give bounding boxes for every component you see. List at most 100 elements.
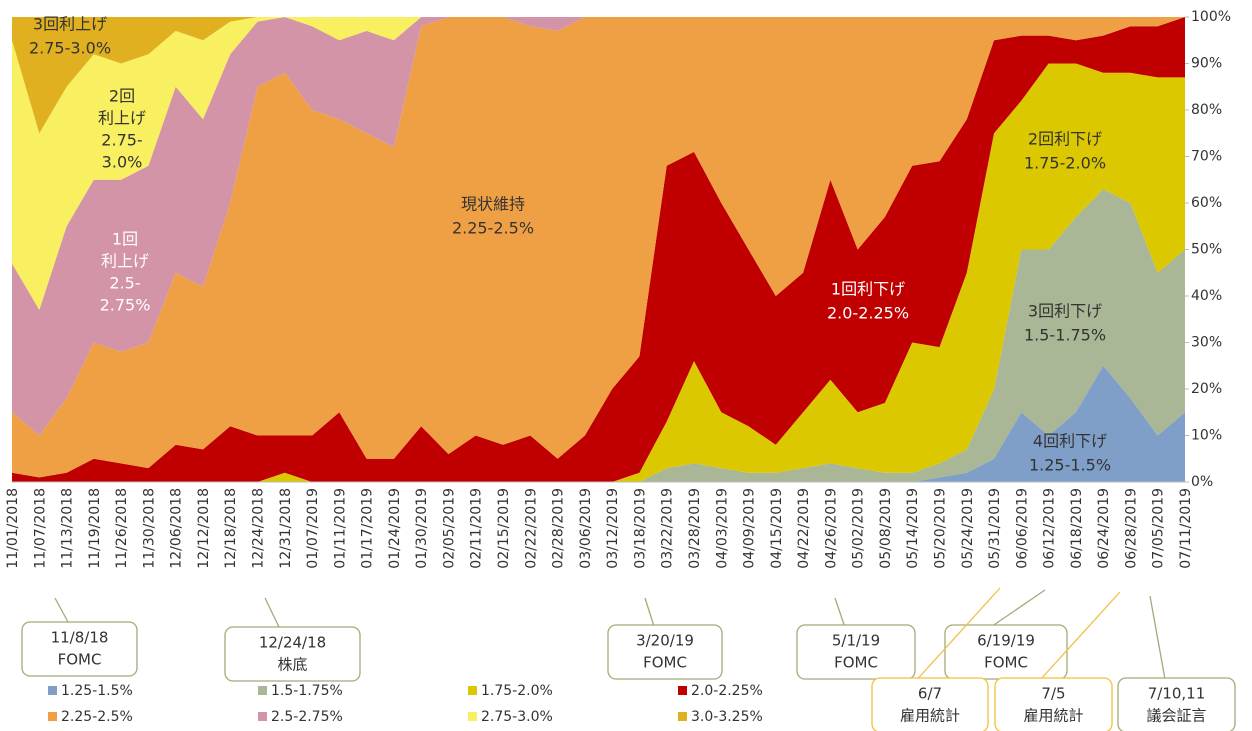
x-tick-label: 07/11/2019 xyxy=(1178,488,1194,569)
x-tick-label: 12/24/2018 xyxy=(251,488,267,569)
area xyxy=(12,17,1185,478)
y-tick-label: 80% xyxy=(1191,102,1222,118)
callout-text: 雇用統計 xyxy=(900,707,960,725)
x-tick-label: 07/05/2019 xyxy=(1151,488,1167,569)
y-tick-label: 100% xyxy=(1191,9,1231,25)
annotation: 2.25-2.5% xyxy=(452,219,534,238)
x-tick-label: 06/28/2019 xyxy=(1123,488,1139,569)
callout-text: 5/1/19 xyxy=(832,632,880,650)
x-tick-label: 11/30/2018 xyxy=(141,488,157,569)
x-tick-label: 04/03/2019 xyxy=(714,488,730,569)
callout-box xyxy=(1117,677,1236,731)
x-tick-label: 04/22/2019 xyxy=(796,488,812,569)
x-tick-label: 02/28/2019 xyxy=(551,488,567,569)
x-tick-label: 04/15/2019 xyxy=(769,488,785,569)
callout-text: FOMC xyxy=(643,654,687,672)
x-tick-label: 03/22/2019 xyxy=(660,488,676,569)
callout: 5/1/19 FOMC xyxy=(796,597,916,680)
x-tick-label: 01/24/2019 xyxy=(387,488,403,569)
x-tick-label: 04/26/2019 xyxy=(823,488,839,569)
callout-box xyxy=(607,624,723,680)
legend-label: 3.0-3.25% xyxy=(691,709,763,725)
legend-swatch xyxy=(48,686,57,695)
callout: 6/19/19 FOMC xyxy=(944,589,1068,680)
x-tick-label: 05/20/2019 xyxy=(932,488,948,569)
annotation: 1.5-1.75% xyxy=(1024,326,1106,345)
x-tick-label: 12/06/2018 xyxy=(169,488,185,569)
annotation: 1回 xyxy=(112,230,138,249)
callout-pointer xyxy=(644,597,655,626)
callout-box xyxy=(796,624,916,680)
x-tick-label: 02/05/2019 xyxy=(441,488,457,569)
legend-label: 2.25-2.5% xyxy=(61,709,133,725)
annotation: 2.75% xyxy=(100,296,151,315)
callout-text: 株底 xyxy=(277,656,307,674)
x-tick-label: 01/07/2019 xyxy=(305,488,321,569)
x-tick-label: 03/28/2019 xyxy=(687,488,703,569)
annotation: 2.75- xyxy=(101,131,142,150)
callout-pointer xyxy=(1041,591,1121,679)
x-tick-label: 01/17/2019 xyxy=(360,488,376,569)
annotation: 2.75-3.0% xyxy=(29,39,111,58)
area xyxy=(12,17,1185,482)
legend-label: 2.5-2.75% xyxy=(271,709,343,725)
annotation: 1.75-2.0% xyxy=(1024,154,1106,173)
callout-pointer xyxy=(54,597,69,623)
callout-text: 11/8/18 xyxy=(51,629,109,647)
annotation: 利上げ xyxy=(101,252,149,271)
x-tick-label: 11/07/2018 xyxy=(32,488,48,569)
y-tick-label: 0% xyxy=(1191,474,1213,490)
callout-pointer xyxy=(993,589,1046,626)
legend-swatch xyxy=(468,712,477,721)
x-tick-label: 12/18/2018 xyxy=(223,488,239,569)
x-tick-label: 05/24/2019 xyxy=(960,488,976,569)
callout-text: 7/10,11 xyxy=(1148,685,1206,703)
callout: 7/10,11 議会証言 xyxy=(1117,595,1236,731)
x-tick-label: 12/12/2018 xyxy=(196,488,212,569)
area xyxy=(12,365,1185,482)
annotation: 4回利下げ xyxy=(1033,432,1107,451)
callout-box xyxy=(994,677,1113,731)
annotation: 利上げ xyxy=(98,109,146,128)
legend-label: 1.25-1.5% xyxy=(61,683,133,699)
annotation: 2.0-2.25% xyxy=(827,304,909,323)
legend-label: 2.75-3.0% xyxy=(481,709,553,725)
legend-swatch xyxy=(678,686,687,695)
x-tick-label: 02/15/2019 xyxy=(496,488,512,569)
x-tick-label: 06/24/2019 xyxy=(1096,488,1112,569)
x-tick-label: 03/06/2019 xyxy=(578,488,594,569)
y-tick-label: 50% xyxy=(1191,242,1222,258)
callout-box xyxy=(871,677,989,731)
callout-text: 議会証言 xyxy=(1146,707,1206,725)
x-tick-label: 03/12/2019 xyxy=(605,488,621,569)
x-tick-label: 04/09/2019 xyxy=(742,488,758,569)
x-tick-label: 05/31/2019 xyxy=(987,488,1003,569)
annotation: 2回利下げ xyxy=(1028,130,1102,149)
callout: 3/20/19 FOMC xyxy=(607,597,723,680)
callout-pointer xyxy=(917,587,1001,679)
callout: 7/5 雇用統計 xyxy=(994,591,1121,731)
callout-pointer xyxy=(834,597,845,626)
callout-pointer xyxy=(1149,595,1166,679)
callout-text: 3/20/19 xyxy=(636,632,694,650)
x-tick-label: 02/22/2019 xyxy=(523,488,539,569)
x-tick-label: 11/13/2018 xyxy=(60,488,76,569)
y-tick-label: 70% xyxy=(1191,149,1222,165)
annotation: 現状維持 xyxy=(461,195,525,214)
annotation: 2回 xyxy=(109,87,135,106)
legend-label: 2.0-2.25% xyxy=(691,683,763,699)
y-tick-label: 30% xyxy=(1191,335,1222,351)
x-tick-label: 02/11/2019 xyxy=(469,488,485,569)
annotation: 1.25-1.5% xyxy=(1029,456,1111,475)
legend-swatch xyxy=(678,712,687,721)
y-tick-label: 90% xyxy=(1191,56,1222,72)
callout: 11/8/18 FOMC xyxy=(21,597,138,677)
callout-box xyxy=(224,626,361,682)
x-tick-label: 05/08/2019 xyxy=(878,488,894,569)
callout-text: FOMC xyxy=(58,651,102,669)
callout-box xyxy=(21,621,138,677)
x-tick-label: 05/02/2019 xyxy=(851,488,867,569)
x-tick-label: 01/11/2019 xyxy=(332,488,348,569)
x-tick-label: 05/14/2019 xyxy=(905,488,921,569)
